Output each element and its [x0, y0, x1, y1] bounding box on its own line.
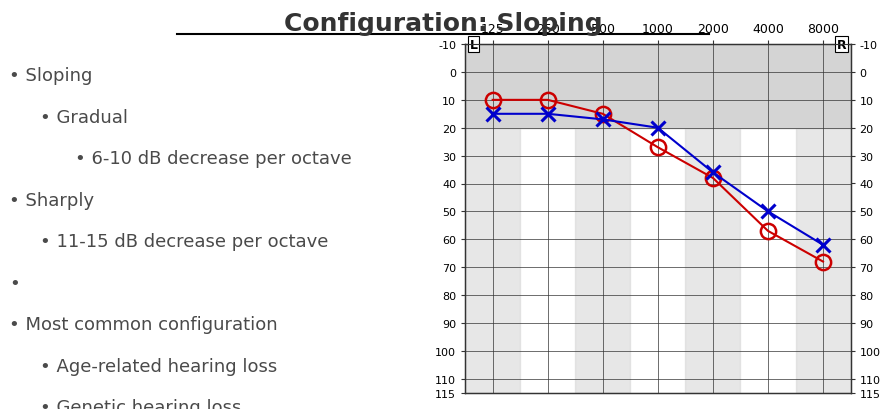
Text: Configuration: Sloping: Configuration: Sloping — [284, 12, 602, 36]
Bar — [465, 45, 851, 128]
Text: L: L — [470, 38, 478, 52]
Bar — [575, 45, 630, 393]
Text: • Most common configuration: • Most common configuration — [9, 315, 277, 333]
Text: • Gradual: • Gradual — [40, 108, 128, 126]
Text: • Genetic hearing loss: • Genetic hearing loss — [40, 398, 241, 409]
Bar — [686, 45, 741, 393]
Bar — [796, 45, 851, 393]
Text: • Sloping: • Sloping — [9, 67, 92, 85]
Text: •: • — [9, 274, 19, 292]
Text: • Sharply: • Sharply — [9, 191, 94, 209]
Text: • Age-related hearing loss: • Age-related hearing loss — [40, 357, 277, 375]
Text: • 11-15 dB decrease per octave: • 11-15 dB decrease per octave — [40, 233, 328, 251]
Text: R: R — [836, 38, 846, 52]
Bar — [465, 45, 851, 128]
Bar — [465, 45, 520, 393]
Text: • 6-10 dB decrease per octave: • 6-10 dB decrease per octave — [75, 150, 352, 168]
